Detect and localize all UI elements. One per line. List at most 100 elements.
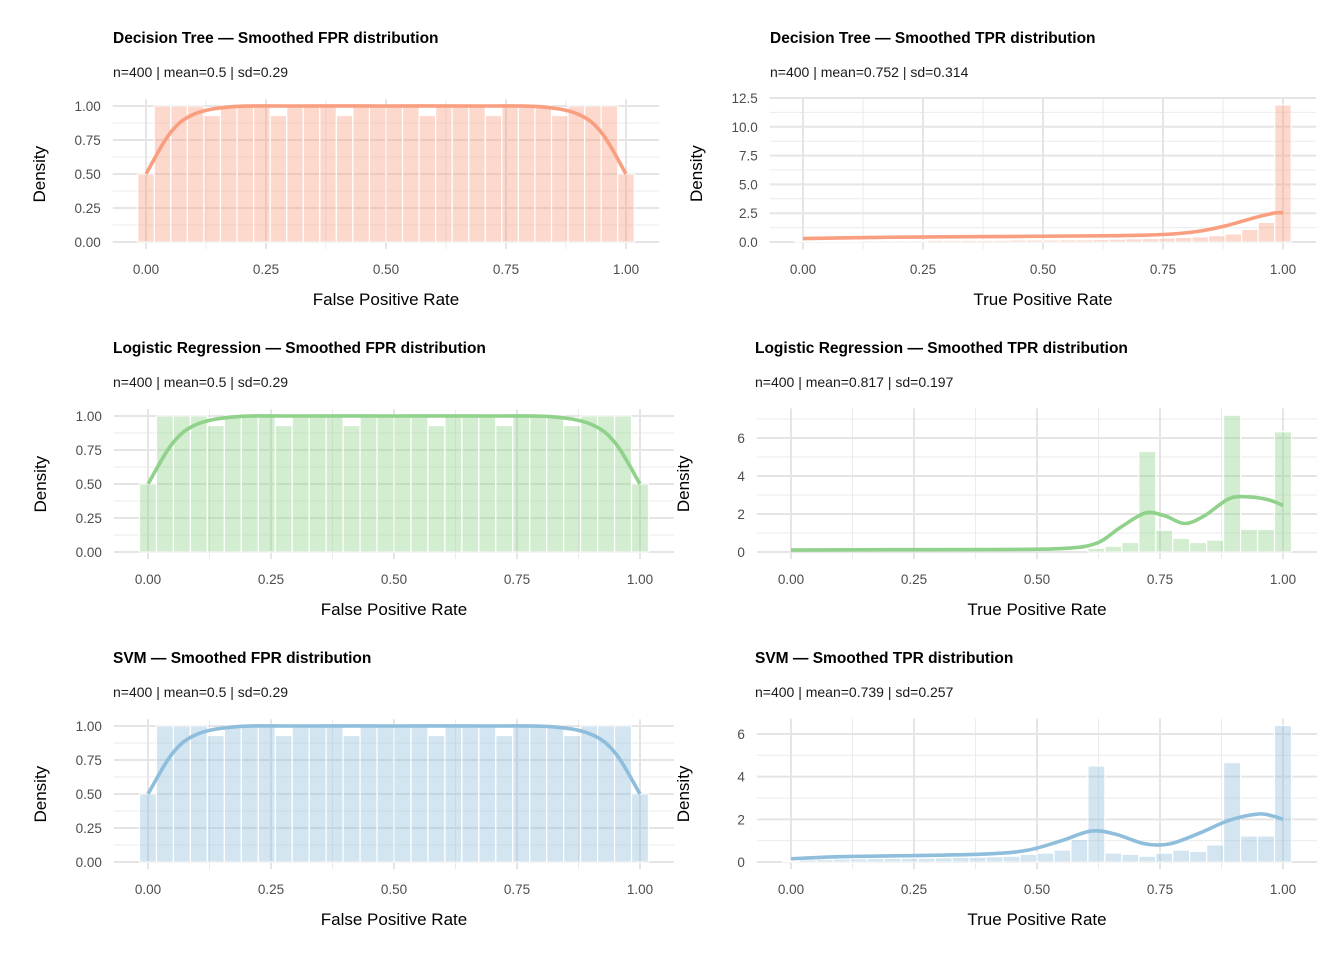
x-tick-label: 1.00 xyxy=(627,572,653,587)
y-tick-label: 2 xyxy=(737,507,745,522)
histogram-bar xyxy=(584,105,602,243)
histogram-bar xyxy=(427,734,446,863)
histogram-bar xyxy=(376,725,395,863)
x-tick-label: 0.00 xyxy=(778,572,804,587)
histogram-bar xyxy=(1019,853,1038,863)
y-tick-label: 0.75 xyxy=(74,133,100,148)
histogram-bar xyxy=(815,858,835,863)
panel-title: Decision Tree — Smoothed FPR distributio… xyxy=(113,30,439,47)
histogram-bar xyxy=(893,240,912,243)
histogram-bar xyxy=(1158,237,1177,243)
density-curve xyxy=(790,494,1284,552)
y-tick-label: 7.5 xyxy=(739,149,758,164)
histogram-bar xyxy=(1070,838,1089,863)
panel: 0.00 0.25 0.50 0.75 1.00 0.00 0.25 0.50 0.75 1.00… xyxy=(30,30,660,309)
histogram-bar xyxy=(468,105,486,243)
histogram-bar xyxy=(959,239,978,243)
histogram-bar xyxy=(1189,850,1208,863)
x-tick-label: 0.00 xyxy=(778,882,804,897)
histogram-bar xyxy=(563,734,582,863)
histogram-bar xyxy=(138,793,158,863)
x-axis-title: False Positive Rate xyxy=(321,910,467,929)
x-tick-label: 1.00 xyxy=(1270,882,1296,897)
histogram-bar xyxy=(1273,431,1293,553)
y-axis-title: Density xyxy=(30,145,49,202)
x-axis-title: True Positive Rate xyxy=(973,290,1112,309)
x-tick-label: 0.00 xyxy=(133,262,159,277)
histogram-bar xyxy=(934,857,953,863)
histogram-bar xyxy=(1155,529,1174,553)
panel: 0 2 4 6 0.00 0.25 0.50 0.75 1.00 True Positive Ra… xyxy=(674,340,1318,619)
histogram-bar xyxy=(1108,238,1127,243)
histogram-bar xyxy=(849,858,868,863)
panel-subtitle: n=400 | mean=0.5 | sd=0.29 xyxy=(113,684,288,700)
panel-title: SVM — Smoothed TPR distribution xyxy=(755,650,1013,667)
y-tick-label: 0.00 xyxy=(76,855,102,870)
histogram-bar xyxy=(1256,528,1276,553)
histogram-bar xyxy=(342,424,361,553)
histogram-bar xyxy=(206,424,225,553)
histogram-bar xyxy=(1104,852,1123,863)
y-tick-label: 0.50 xyxy=(76,477,102,492)
histogram-bar xyxy=(478,415,497,553)
x-tick-label: 0.25 xyxy=(253,262,279,277)
histogram-bar xyxy=(1087,765,1106,863)
histogram-bar xyxy=(1207,235,1226,243)
histogram-bar xyxy=(1239,835,1259,863)
histogram-bar xyxy=(257,725,276,863)
histogram-bar xyxy=(1002,855,1021,863)
panel-subtitle: n=400 | mean=0.752 | sd=0.314 xyxy=(770,64,969,80)
y-tick-label: 0.0 xyxy=(739,235,758,250)
x-tick-label: 1.00 xyxy=(1270,572,1296,587)
histogram-bar xyxy=(444,415,463,553)
histogram-bar xyxy=(529,725,548,863)
x-tick-label: 0.75 xyxy=(504,882,530,897)
histogram-bar xyxy=(909,240,928,243)
histogram-bar xyxy=(1172,849,1191,863)
panel-title: Decision Tree — Smoothed TPR distributio… xyxy=(770,30,1096,47)
histogram-bar xyxy=(291,415,310,553)
histogram-bar xyxy=(926,239,945,243)
histogram-bar xyxy=(189,725,208,863)
panel-subtitle: n=400 | mean=0.817 | sd=0.197 xyxy=(755,374,954,390)
histogram-bar xyxy=(418,114,437,243)
histogram-bar xyxy=(240,415,259,553)
x-tick-label: 0.75 xyxy=(1147,882,1173,897)
histogram-bar xyxy=(219,105,238,243)
panel-title: Logistic Regression — Smoothed TPR distr… xyxy=(755,340,1128,357)
y-tick-label: 4 xyxy=(737,469,745,484)
histogram-bar xyxy=(794,240,812,243)
histogram-bar xyxy=(385,105,404,243)
histogram-bar xyxy=(368,105,387,243)
histogram-bar xyxy=(546,725,565,863)
histogram-bar xyxy=(781,860,801,863)
panel: 0.0 2.5 5.0 7.5 10.0 12.5 0.00 0.25 0.50 0.75 1.00… xyxy=(687,30,1317,309)
y-tick-label: 6 xyxy=(737,431,745,446)
y-tick-label: 0.75 xyxy=(76,443,102,458)
histogram-bar xyxy=(478,725,497,863)
histogram-bar xyxy=(236,105,255,243)
panel-subtitle: n=400 | mean=0.5 | sd=0.29 xyxy=(113,374,288,390)
histogram-bar xyxy=(1141,237,1160,243)
panel: 0.00 0.25 0.50 0.75 1.00 0.00 0.25 0.50 0.75 1.00… xyxy=(31,650,675,929)
histogram-bar xyxy=(883,857,902,863)
histogram-bar xyxy=(860,240,879,243)
histogram-bar xyxy=(1257,221,1276,243)
histogram-bar xyxy=(495,734,514,863)
x-tick-label: 0.25 xyxy=(258,572,284,587)
y-tick-label: 10.0 xyxy=(731,120,757,135)
histogram-bar xyxy=(1087,547,1106,553)
histogram-bar xyxy=(189,415,208,553)
histogram-bar xyxy=(1206,539,1225,553)
histogram-bar xyxy=(866,857,885,863)
histogram-bar xyxy=(203,114,222,243)
x-tick-label: 0.50 xyxy=(1030,262,1056,277)
histogram-bar xyxy=(427,424,446,553)
histogram-bar xyxy=(1075,239,1094,243)
y-tick-label: 0.25 xyxy=(76,821,102,836)
y-tick-label: 5.0 xyxy=(739,177,758,192)
histogram-bar xyxy=(968,856,987,863)
y-tick-label: 0 xyxy=(737,855,745,870)
histogram-bar xyxy=(630,483,650,553)
